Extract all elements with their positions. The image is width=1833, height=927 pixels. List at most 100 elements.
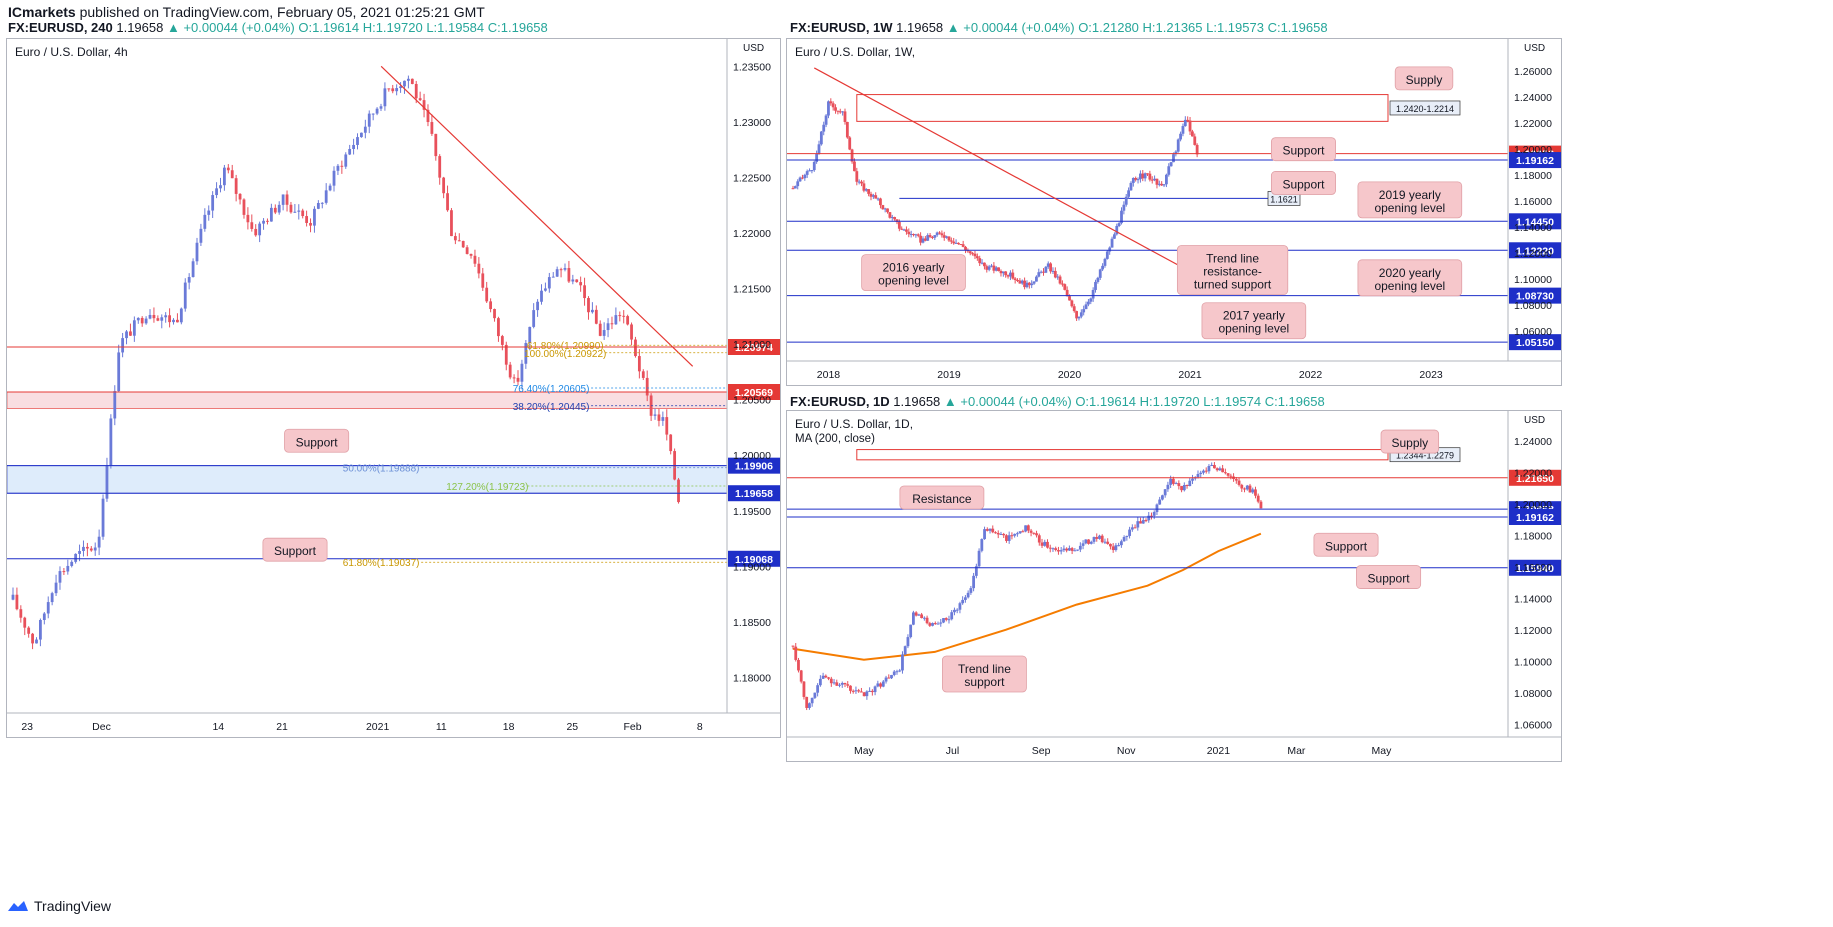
candle-body [898,670,902,672]
candle-body [909,624,913,638]
candle-body [1152,512,1156,516]
candle-body [132,320,136,336]
candle-body [1122,204,1126,211]
callout-text: Trend line [1206,252,1259,266]
candle-body [994,267,998,271]
currency-label: USD [1524,415,1545,426]
symbol-closeval: C:1.19658 [487,20,548,35]
candle-body [442,177,446,194]
candle-body [168,315,171,323]
fib-level-label: 61.80%(1.19037) [343,558,420,569]
candle-body [23,617,27,628]
candle-body [70,561,74,566]
price-level-tag [728,457,780,474]
candle-body [66,565,70,572]
candle-body [1109,543,1112,547]
y-tick-label: 1.20500 [733,395,771,407]
candle-body [791,188,795,190]
candle-body [1035,276,1038,282]
candle-body [843,111,847,122]
candle-body [860,181,863,184]
candle-body [1042,271,1045,273]
candle-body [862,183,866,191]
tradingview-logo-icon [8,901,28,911]
candle-body [551,276,555,278]
d1-chart-panel[interactable]: 1.2344-1.22791.216501.196581.191621.1594… [786,410,1562,762]
candle-body [812,161,816,171]
candle-body [1059,550,1063,552]
candle-body [876,683,880,687]
callout-text: Support [1368,572,1411,586]
x-tick-label: 2019 [937,369,961,381]
candle-body [438,156,442,178]
candle-body [1058,276,1062,284]
price-level-tag [1509,334,1561,351]
price-level-label: 1.20569 [735,387,773,399]
candle-body [1229,475,1233,477]
candle-body [931,623,934,626]
candle-body [179,308,183,323]
d1-symbol-line: FX:EURUSD, 1D 1.19658 ▲ +0.00044 (+0.04%… [790,394,1325,409]
candle-body [285,194,289,205]
callout-box [942,655,1027,693]
candle-body [796,181,800,187]
candle-body [818,678,822,686]
candle-body [140,317,144,324]
candle-body [864,189,868,191]
candle-body [485,287,489,302]
candle-body [1143,173,1147,179]
candle-body [950,612,954,620]
candle-body [1037,535,1041,543]
h4-chart-panel[interactable]: 1.20974 1.20569 1.19906 1.19658 1.19068 61.80… [6,38,781,738]
candle-body [1150,179,1154,181]
d1-chart-svg[interactable]: 1.2344-1.22791.216501.196581.191621.1594… [787,411,1562,762]
h4-chart-svg[interactable]: 1.20974 1.20569 1.19906 1.19658 1.19068 61.80… [7,39,781,738]
symbol-ticker: FX:EURUSD, 1W [790,20,893,35]
trend-line [813,67,1212,284]
candle-body [1117,545,1121,547]
candle-body [1029,530,1033,533]
candle-body [994,532,997,534]
candle-body [1063,284,1067,290]
candle-body [129,331,132,336]
candle-body [219,185,222,189]
candle-body [1077,316,1081,319]
candle-body [434,133,438,157]
y-tick-label: 1.19000 [733,561,771,573]
supply-zone-label: 1.2344-1.2279 [1396,451,1454,461]
price-level-tag [1509,242,1561,259]
x-tick-label: May [1372,745,1393,757]
candle-body [426,109,430,123]
w1-chart-svg[interactable]: 1.2420-1.22141.16211.196581.191621.14450… [787,39,1562,386]
callout-box [1357,259,1463,297]
candle-body [977,550,981,567]
candle-body [532,310,536,327]
candle-body [921,238,925,243]
candle-body [1061,283,1064,285]
candle-body [810,697,814,704]
candle-body [832,682,836,684]
candle-body [857,181,861,183]
candle-body [916,234,920,236]
candle-body [1026,525,1030,531]
candle-body [113,391,117,419]
candle-body [1113,234,1116,239]
candle-body [481,273,485,288]
candle-body [156,318,160,321]
candle-body [395,88,399,92]
price-level-label: 1.14450 [1516,216,1554,228]
candle-body [917,614,921,616]
candle-body [843,682,847,685]
candle-body [1186,119,1190,121]
candle-body [1046,541,1049,548]
y-tick-label: 1.23500 [733,61,771,73]
w1-chart-panel[interactable]: 1.2420-1.22141.16211.196581.191621.14450… [786,38,1562,386]
candle-body [963,597,967,600]
symbol-change: ▲ +0.00044 (+0.04%) [166,20,299,35]
candle-body [988,528,992,531]
candle-body [867,189,871,194]
candle-body [933,623,937,625]
candle-body [1165,174,1168,185]
candle-body [923,238,927,241]
fib-level-label: 100.00%(1.20922) [524,349,606,360]
